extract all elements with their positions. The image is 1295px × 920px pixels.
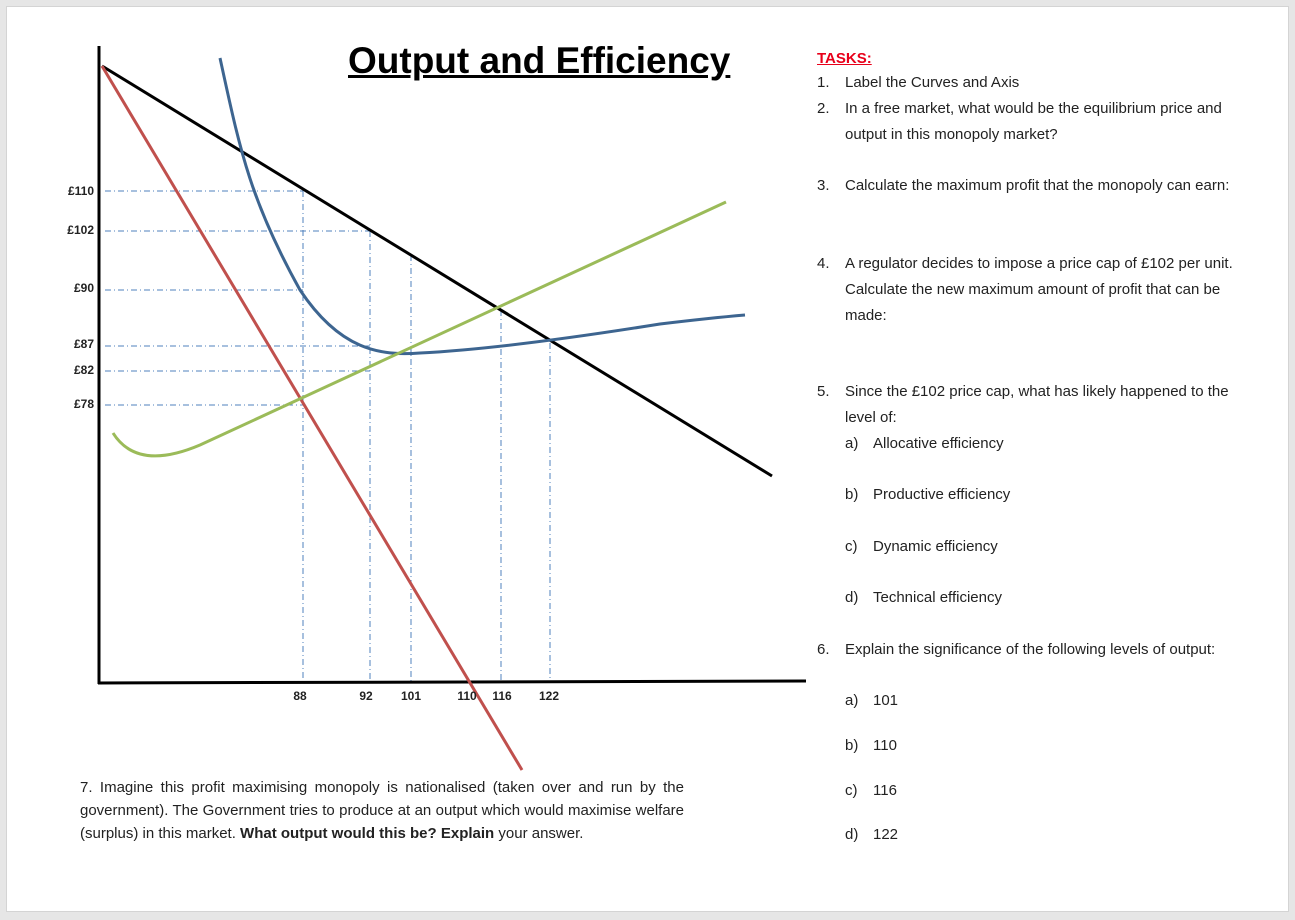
output-label-122: 122 [538,689,560,703]
task-text: Explain the significance of the followin… [845,641,1216,658]
task-number: 6. [817,641,830,658]
output-label-116: 116 [492,689,512,703]
sub-text: 101 [873,692,899,709]
sub-letter: b) [845,737,859,754]
sub-letter: d) [845,589,859,606]
q7-bold-explain: Explain [440,825,495,842]
price-label-102: £102 [67,223,94,237]
sub-text: 116 [873,782,897,799]
x-axis [97,679,807,685]
q7-bold-question: What output would this be? [240,825,437,842]
sub-text: Allocative efficiency [873,435,1004,452]
price-label-87: £87 [73,337,94,351]
output-label-110: 110 [457,689,477,703]
sub-text: 122 [873,826,899,843]
q7-intro: 7. Imagine this profit maximising monopo… [80,779,684,842]
guide-lines [105,190,551,682]
sub-text: Technical efficiency [873,589,1002,606]
price-label-82: £82 [73,363,94,377]
page-title: Output and Efficiency [348,40,731,81]
marginal-revenue-curve [100,65,524,771]
task-text: Since the £102 price cap, what has likel… [845,383,1229,426]
sub-text: Dynamic efficiency [873,538,998,555]
price-label-110: £110 [67,184,94,198]
sub-text: Productive efficiency [873,486,1011,503]
sub-letter: b) [845,486,859,503]
task-number: 3. [817,177,830,194]
tasks-heading: TASKS: [817,50,872,67]
task-number: 5. [817,383,830,400]
output-label-88: 88 [293,689,307,703]
sub-text: 110 [873,737,897,754]
sub-letter: d) [845,826,859,843]
marginal-cost-curve [111,200,727,458]
worksheet-page [6,6,1289,912]
question-7: 7. Imagine this profit maximising monopo… [80,776,684,845]
output-label-92: 92 [359,689,373,703]
price-label-90: £90 [73,281,94,295]
sub-letter: c) [845,538,858,555]
sub-letter: a) [845,435,859,452]
task-number: 2. [817,100,830,117]
q7-end: your answer. [498,825,584,842]
price-label-78: £78 [73,397,94,411]
task-text: A regulator decides to impose a price ca… [845,255,1233,324]
task-number: 4. [817,255,830,272]
task-text: Calculate the maximum profit that the mo… [845,177,1230,194]
average-cost-curve [218,57,746,356]
task-number: 1. [817,74,830,91]
sub-letter: a) [845,692,859,709]
task-text: In a free market, what would be the equi… [845,100,1222,143]
demand-ar-curve [101,64,773,478]
output-label-101: 101 [400,689,422,703]
sub-letter: c) [845,782,858,799]
task-text: Label the Curves and Axis [845,74,1020,91]
